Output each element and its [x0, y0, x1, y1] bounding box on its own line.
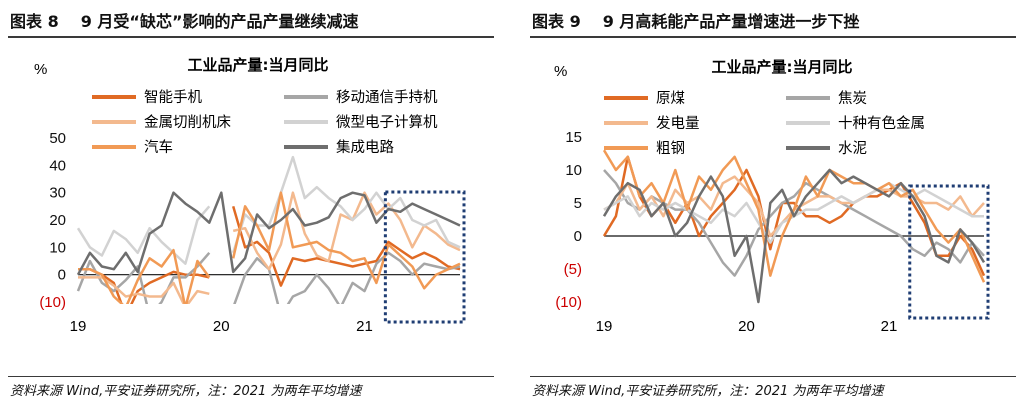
chart-title-text: 9 月受“缺芯”影响的产品产量继续减速	[80, 12, 359, 31]
series-line	[602, 149, 986, 283]
legend-label: 智能手机	[144, 89, 202, 106]
x-tick-label: 21	[881, 318, 898, 335]
y-tick-label: 5	[574, 195, 582, 212]
title-rule	[530, 36, 1016, 38]
legend-label: 原煤	[656, 90, 685, 107]
chart-title-text: 9 月高耗能产品产量增速进一步下挫	[602, 12, 860, 31]
y-tick-label: 0	[574, 228, 582, 245]
y-tick-label: 10	[565, 162, 582, 179]
chart-subtitle: 工业品产量:当月同比	[188, 56, 329, 74]
chart-title-number: 图表 8	[10, 12, 59, 31]
legend-label: 移动通信手持机	[336, 89, 438, 106]
legend-label: 微型电子计算机	[336, 114, 438, 131]
y-tick-label: (5)	[564, 261, 582, 278]
unit-label: %	[34, 61, 47, 78]
x-tick-label: 21	[356, 318, 373, 335]
legend-label: 焦炭	[838, 90, 867, 107]
title-rule	[8, 36, 494, 38]
highlight-box	[908, 184, 990, 320]
y-tick-label: 40	[49, 157, 66, 174]
legend-label: 金属切削机床	[144, 114, 231, 131]
source-note: 资料来源 Wind,平安证券研究所，注：2021 为两年平均增速	[532, 384, 884, 399]
chart-title: 图表 9 9 月高耗能产品产量增速进一步下挫	[532, 8, 859, 32]
chart-subtitle: 工业品产量:当月同比	[712, 58, 853, 76]
y-tick-label: 15	[565, 129, 582, 146]
footer-rule	[8, 376, 494, 377]
y-tick-label: (10)	[39, 294, 66, 311]
chart-panel-right: 图表 9 9 月高耗能产品产量增速进一步下挫 % 工业品产量:当月同比原煤 焦炭发电量…	[522, 0, 1024, 419]
legend-label: 十种有色金属	[838, 115, 925, 132]
legend-label: 水泥	[838, 140, 867, 157]
series-line	[78, 191, 461, 304]
x-tick-label: 19	[70, 318, 87, 335]
legend-label: 汽车	[144, 139, 173, 156]
series-line	[76, 191, 461, 276]
unit-label: %	[554, 63, 567, 80]
y-tick-label: 0	[58, 267, 66, 284]
y-tick-label: 50	[49, 130, 66, 147]
y-tick-label: 20	[49, 212, 66, 229]
series-line	[76, 155, 461, 265]
legend-label: 粗钢	[656, 140, 685, 157]
y-tick-label: 30	[49, 185, 66, 202]
series-line	[602, 168, 986, 304]
legend-label: 发电量	[656, 115, 700, 132]
series-group	[602, 149, 986, 304]
highlight-box	[383, 190, 466, 324]
y-tick-label: 10	[49, 239, 66, 256]
y-tick-label: (10)	[555, 294, 582, 311]
chart-title-number: 图表 9	[532, 12, 581, 31]
x-tick-label: 20	[213, 318, 230, 335]
chart-title: 图表 8 9 月受“缺芯”影响的产品产量继续减速	[10, 8, 358, 32]
chart-panel-left: 图表 8 9 月受“缺芯”影响的产品产量继续减速 % 工业品产量:当月同比智能手机 移…	[0, 0, 502, 419]
series-group	[76, 155, 461, 304]
x-tick-label: 19	[596, 318, 613, 335]
source-note: 资料来源 Wind,平安证券研究所，注：2021 为两年平均增速	[10, 384, 362, 399]
series-line	[76, 251, 461, 304]
legend-label: 集成电路	[336, 139, 394, 156]
series-line	[78, 191, 461, 304]
x-tick-label: 20	[738, 318, 755, 335]
footer-rule	[530, 376, 1016, 377]
